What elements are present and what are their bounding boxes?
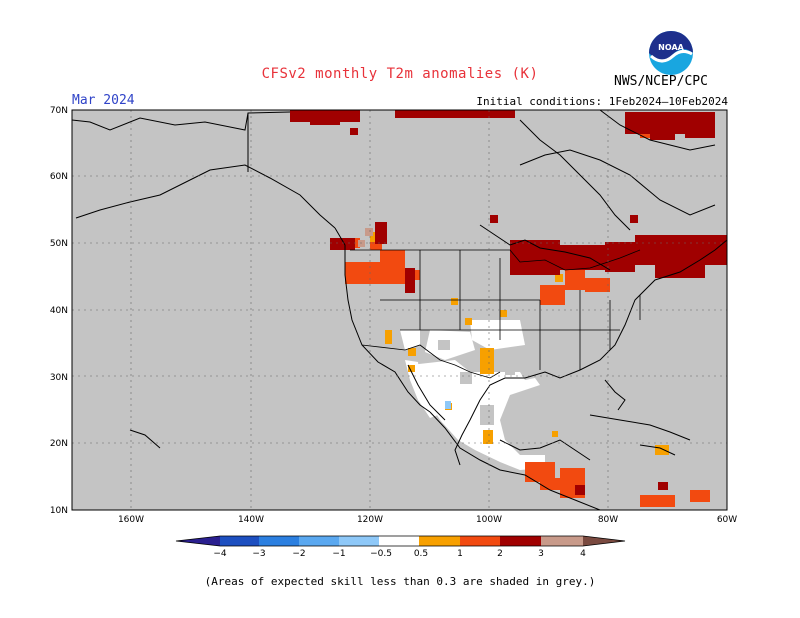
lon-label: 120W [357,515,383,525]
lat-label: 10N [50,506,68,516]
anomaly-3-4 [358,228,373,247]
colorbar: −4 −3 −2 −1 −0.5 0.5 1 2 3 4 [175,535,626,559]
colorbar-swatch [259,536,299,546]
lat-label: 30N [50,373,68,383]
graticule [72,110,727,510]
forecast-month: Mar 2024 [72,93,135,108]
colorbar-swatch [460,536,500,546]
colorbar-label: −1 [332,549,345,559]
colorbar-swatch [299,536,339,546]
colorbar-label: 0.5 [414,549,428,559]
colorbar-label: −3 [252,549,265,559]
colorbar-swatch [583,536,625,546]
skill-footnote: (Areas of expected skill less than 0.3 a… [204,575,596,588]
colorbar-label: 2 [497,549,503,559]
colorbar-label: −0.5 [370,549,392,559]
initial-conditions: Initial conditions: 1Feb2024–10Feb2024 [476,95,728,108]
anomaly-2-3 [290,110,727,495]
map-frame [71,109,728,511]
colorbar-swatch [176,536,220,546]
colorbar-swatch [220,536,259,546]
colorbar-swatch [339,536,379,546]
colorbar-swatch [541,536,583,546]
agency-label: NWS/NCEP/CPC [614,74,708,89]
lon-labels: 160W 140W 120W 100W 80W 60W [118,515,737,525]
colorbar-label: −4 [213,549,227,559]
lat-label: 50N [50,239,68,249]
lat-label: 60N [50,172,68,182]
map-background [72,110,727,510]
lon-label: 80W [598,515,618,525]
lon-label: 140W [238,515,264,525]
lat-label: 20N [50,439,68,449]
lat-label: 70N [50,106,68,116]
colorbar-swatch [419,536,460,546]
lon-label: 160W [118,515,144,525]
political-boundaries [350,249,641,379]
lon-label: 60W [717,515,737,525]
colorbar-label: 4 [580,549,586,559]
map-title: CFSv2 monthly T2m anomalies (K) [261,66,539,82]
colorbar-swatch [500,536,541,546]
colorbar-label: 1 [457,549,463,559]
colorbar-label: 3 [538,549,544,559]
lon-label: 100W [476,515,502,525]
noaa-logo-text: NOAA [658,43,684,52]
noaa-logo-icon: NOAA [649,31,693,75]
colorbar-swatch [379,536,419,546]
anomaly-neg-0.5-1 [445,401,451,409]
lat-labels: 10N 20N 30N 40N 50N 60N 70N [50,106,68,516]
lat-label: 40N [50,306,68,316]
colorbar-label: −2 [292,549,305,559]
